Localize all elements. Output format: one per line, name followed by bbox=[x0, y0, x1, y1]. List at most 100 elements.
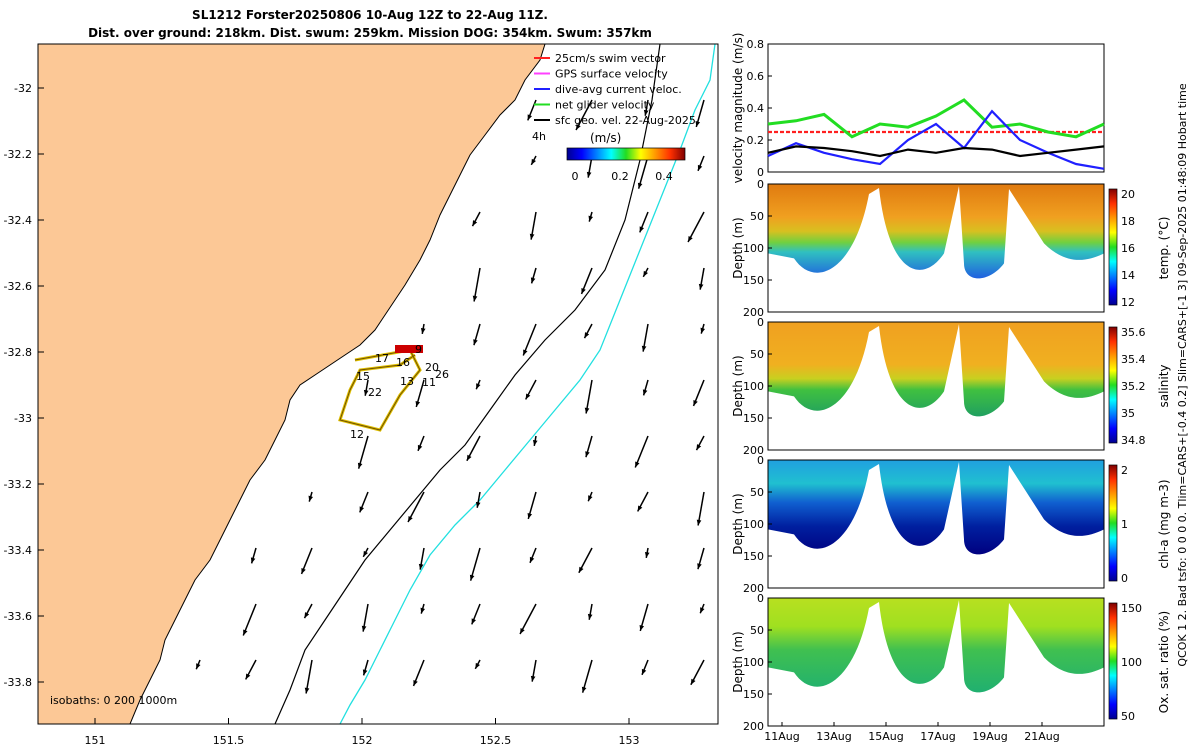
velocity-arrow bbox=[697, 491, 705, 526]
depth-tick: 100 bbox=[743, 656, 764, 669]
colorbar-tick-1: 0.2 bbox=[611, 170, 629, 183]
depth-tick: 150 bbox=[743, 274, 764, 287]
map-legend: 25cm/s swim vector GPS surface velocity di… bbox=[532, 52, 696, 183]
velocity-arrowhead bbox=[530, 277, 536, 284]
velocity-panel: 0 0.2 0.4 0.6 0.8 velocity magnitude (m/s) bbox=[731, 33, 1105, 183]
colorbar-label: salinity bbox=[1157, 364, 1171, 407]
colorbar-label: chl-a (mg m-3) bbox=[1157, 479, 1171, 568]
velocity-arrowhead bbox=[471, 618, 476, 625]
series-line-net-glider bbox=[767, 98, 1105, 139]
velocity-arrowhead bbox=[700, 327, 706, 334]
depth-tick: 50 bbox=[750, 624, 764, 637]
panel-colorbar bbox=[1108, 602, 1118, 720]
colorbar-tick: 1 bbox=[1121, 518, 1128, 531]
colorbar-tick: 0 bbox=[1121, 572, 1128, 585]
series-line-geo bbox=[767, 145, 1105, 158]
velocity-arrowhead bbox=[696, 519, 702, 526]
colorbar-tick: 14 bbox=[1121, 269, 1135, 282]
lat-tick-label: -32.8 bbox=[4, 346, 32, 359]
depth-tick: 100 bbox=[743, 242, 764, 255]
colorbar-tick: 100 bbox=[1121, 656, 1142, 669]
glider-latest-marker bbox=[395, 345, 423, 353]
legend-item: GPS surface velocity bbox=[555, 68, 668, 81]
velocity-arrowhead bbox=[363, 550, 368, 557]
velocity-ytick: 0.6 bbox=[747, 70, 765, 83]
velocity-arrow bbox=[637, 155, 649, 189]
heatmap-field bbox=[768, 322, 1104, 417]
velocity-arrowhead bbox=[357, 462, 363, 469]
velocity-arrowhead bbox=[469, 574, 475, 581]
velocity-arrow bbox=[469, 547, 481, 581]
day-label: 11 bbox=[422, 376, 436, 389]
chart-title-line1: SL1212 Forster20250806 10-Aug 12Z to 22-… bbox=[192, 8, 548, 22]
velocity-arrowhead bbox=[420, 607, 426, 614]
legend-item: 25cm/s swim vector bbox=[555, 52, 666, 65]
day-label: 22 bbox=[368, 386, 382, 399]
velocity-arrow bbox=[687, 211, 705, 243]
velocity-arrowhead bbox=[361, 625, 367, 632]
lat-tick-label: -33.2 bbox=[4, 478, 32, 491]
day-label: 12 bbox=[350, 428, 364, 441]
day-label: 17 bbox=[375, 352, 389, 365]
velocity-arrow bbox=[585, 379, 593, 414]
velocity-arrow bbox=[581, 659, 593, 693]
velocity-arrowhead bbox=[696, 444, 702, 451]
lat-tick-label: -32 bbox=[14, 82, 32, 95]
velocity-arrowhead bbox=[576, 124, 581, 131]
velocity-arrowhead bbox=[532, 439, 538, 446]
velocity-arrowhead bbox=[584, 407, 590, 414]
velocity-arrow bbox=[522, 323, 537, 356]
day-label: 9 bbox=[415, 343, 422, 356]
isobath-1000m bbox=[274, 44, 661, 724]
legend-item: net glider velocity bbox=[555, 99, 655, 112]
depth-tick: 0 bbox=[757, 316, 764, 329]
colorbar-label: Ox. sat. ratio (%) bbox=[1157, 611, 1171, 713]
depth-tick: 0 bbox=[757, 454, 764, 467]
colorbar-tick: 20 bbox=[1121, 188, 1135, 201]
legend-item: dive-avg current veloc. bbox=[555, 83, 682, 96]
velocity-arrowhead bbox=[529, 556, 535, 563]
velocity-arrowhead bbox=[359, 506, 364, 513]
velocity-arrowhead bbox=[700, 607, 705, 614]
velocity-arrowhead bbox=[301, 567, 306, 574]
lat-tick-label: -32.4 bbox=[4, 214, 32, 227]
velocity-arrowhead bbox=[690, 678, 696, 685]
velocity-arrowhead bbox=[417, 444, 423, 451]
date-tick: 17Aug bbox=[920, 730, 955, 743]
velocity-arrowhead bbox=[196, 663, 201, 670]
depth-tick: 50 bbox=[750, 348, 764, 361]
panel-colorbar bbox=[1108, 326, 1118, 444]
colorbar-tick-0: 0 bbox=[572, 170, 579, 183]
velocity-arrow bbox=[519, 603, 537, 635]
velocity-arrowhead bbox=[472, 295, 478, 302]
depth-tick: 100 bbox=[743, 518, 764, 531]
depth-ylabel: Depth (m) bbox=[731, 631, 745, 692]
velocity-arrowhead bbox=[586, 171, 592, 178]
colorbar-tick: 34.8 bbox=[1121, 434, 1146, 447]
colorbar-tick: 150 bbox=[1121, 602, 1142, 615]
legend-extra: 4h bbox=[532, 130, 546, 143]
depth-tick: 150 bbox=[743, 550, 764, 563]
depth-tick: 200 bbox=[743, 444, 764, 457]
colorbar-tick: 12 bbox=[1121, 296, 1135, 309]
velocity-arrowhead bbox=[588, 495, 593, 502]
velocity-arrowhead bbox=[243, 629, 248, 636]
day-label: 15 bbox=[356, 370, 370, 383]
velocity-arrowhead bbox=[362, 669, 368, 676]
depth-tick: 150 bbox=[743, 412, 764, 425]
velocity-arrowhead bbox=[641, 345, 647, 352]
velocity-arrowhead bbox=[635, 461, 640, 468]
colorbar-tick: 2 bbox=[1121, 464, 1128, 477]
colorbar-tick: 35.4 bbox=[1121, 353, 1146, 366]
velocity-ytick: 0 bbox=[757, 166, 764, 179]
depth-ylabel: Depth (m) bbox=[731, 493, 745, 554]
velocity-arrowhead bbox=[585, 451, 590, 458]
velocity-arrow bbox=[357, 435, 369, 469]
velocity-arrowhead bbox=[643, 270, 648, 277]
heatmap-field bbox=[768, 598, 1104, 693]
heatmap-panel-4: 0 50 100 150 200 Depth (m) 50 100 150 Ox. sat. ra… bbox=[731, 592, 1171, 743]
velocity-arrowhead bbox=[304, 687, 310, 694]
heatmap-field bbox=[768, 184, 1104, 279]
velocity-arrowhead bbox=[642, 389, 648, 396]
velocity-arrow bbox=[242, 603, 257, 636]
